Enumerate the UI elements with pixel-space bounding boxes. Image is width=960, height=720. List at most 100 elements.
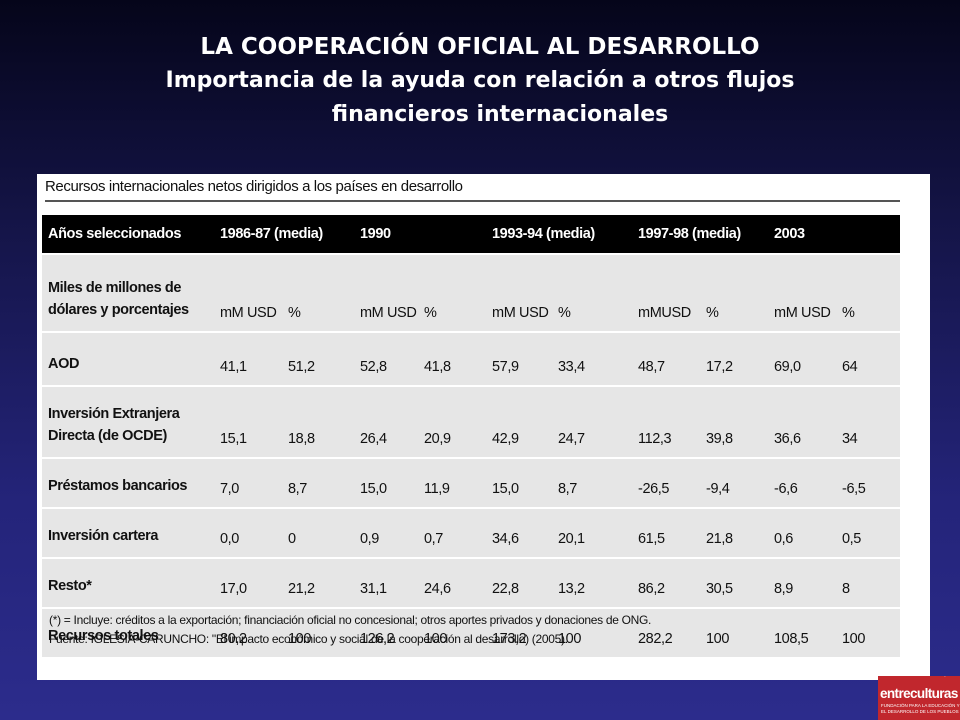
unit-cell: %	[836, 253, 901, 332]
value-cell: 8,7	[552, 457, 633, 508]
header-label: Años seleccionados	[42, 215, 214, 254]
value-cell: 100	[700, 607, 769, 657]
row-label: Inversión cartera	[42, 507, 214, 558]
value-cell: 15,1	[214, 385, 282, 458]
header-period: 1997-98 (media)	[632, 215, 769, 254]
value-cell: 17,2	[700, 331, 769, 386]
unit-cell: mM USD	[354, 253, 418, 332]
logo-tagline: FUNDACIÓN PARA LA EDUCACIÓN Y EL DESARRO…	[881, 703, 960, 714]
unit-cell: mM USD	[214, 253, 282, 332]
value-cell: 100	[282, 607, 354, 657]
unit-cell: %	[418, 253, 487, 332]
value-cell: 20,1	[552, 507, 633, 558]
row-label: Inversión Extranjera Directa (de OCDE)	[42, 385, 214, 458]
table-row: Resto* 17,0 21,2 31,1 24,6 22,8 13,2 86,…	[42, 557, 901, 608]
value-cell: 11,9	[418, 457, 487, 508]
unit-cell: mMUSD	[632, 253, 701, 332]
value-cell: 33,4	[552, 331, 633, 386]
value-cell: 8,9	[768, 557, 837, 608]
row-label: AOD	[42, 331, 214, 386]
resources-table: Años seleccionados 1986-87 (media) 1990 …	[42, 215, 901, 657]
slide-title-line2: Importancia de la ayuda con relación a o…	[165, 68, 795, 93]
header-period: 2003	[768, 215, 901, 254]
value-cell: 0,0	[214, 507, 282, 558]
value-cell: 30,5	[700, 557, 769, 608]
value-cell: 86,2	[632, 557, 701, 608]
value-cell: 48,7	[632, 331, 701, 386]
value-cell: 7,0	[214, 457, 282, 508]
table-row: Recursos totales 80,2 100 126,2 100 173,…	[42, 607, 901, 657]
table-row: Inversión Extranjera Directa (de OCDE) 1…	[42, 385, 901, 458]
value-cell: 34	[836, 385, 901, 458]
value-cell: 64	[836, 331, 901, 386]
value-cell: 31,1	[354, 557, 418, 608]
value-cell: 100	[552, 607, 633, 657]
value-cell: 0,7	[418, 507, 487, 558]
value-cell: 126,2	[354, 607, 418, 657]
value-cell: 21,2	[282, 557, 354, 608]
value-cell: 0,6	[768, 507, 837, 558]
document-heading: Recursos internacionales netos dirigidos…	[45, 178, 900, 202]
value-cell: 57,9	[486, 331, 553, 386]
value-cell: 13,2	[552, 557, 633, 608]
table-row: Préstamos bancarios 7,0 8,7 15,0 11,9 15…	[42, 457, 901, 508]
value-cell: 41,8	[418, 331, 487, 386]
value-cell: 41,1	[214, 331, 282, 386]
source-note: Fuente: IGLESIA-CARUNCHO: "El impacto ec…	[49, 632, 568, 646]
value-cell: 15,0	[486, 457, 553, 508]
value-cell: 0	[282, 507, 354, 558]
table-row: Miles de millones de dólares y porcentaj…	[42, 253, 901, 332]
value-cell: -6,5	[836, 457, 901, 508]
entreculturas-logo: ❤ entreculturas FUNDACIÓN PARA LA EDUCAC…	[878, 676, 960, 720]
unit-cell: mM USD	[768, 253, 837, 332]
value-cell: 100	[836, 607, 901, 657]
value-cell: 42,9	[486, 385, 553, 458]
value-cell: 24,6	[418, 557, 487, 608]
value-cell: 34,6	[486, 507, 553, 558]
value-cell: 21,8	[700, 507, 769, 558]
header-period: 1990	[354, 215, 487, 254]
value-cell: 18,8	[282, 385, 354, 458]
value-cell: 61,5	[632, 507, 701, 558]
unit-cell: %	[700, 253, 769, 332]
table-notes: (*) = Incluye: créditos a la exportación…	[49, 611, 904, 649]
slide-title-line3: financieros internacionales	[331, 102, 669, 127]
value-cell: 15,0	[354, 457, 418, 508]
value-cell: 108,5	[768, 607, 837, 657]
table-row: AOD 41,1 51,2 52,8 41,8 57,9 33,4 48,7 1…	[42, 331, 901, 386]
value-cell: 8,7	[282, 457, 354, 508]
row-label: Recursos totales	[42, 607, 214, 657]
document-image: Recursos internacionales netos dirigidos…	[37, 174, 930, 680]
value-cell: 80,2	[214, 607, 282, 657]
row-label: Resto*	[42, 557, 214, 608]
value-cell: 112,3	[632, 385, 701, 458]
value-cell: 173,2	[486, 607, 553, 657]
value-cell: 100	[418, 607, 487, 657]
value-cell: 282,2	[632, 607, 701, 657]
header-period: 1993-94 (media)	[486, 215, 633, 254]
value-cell: 0,5	[836, 507, 901, 558]
value-cell: 69,0	[768, 331, 837, 386]
value-cell: 39,8	[700, 385, 769, 458]
row-label: Miles de millones de dólares y porcentaj…	[42, 253, 214, 332]
slide-title-line1: LA COOPERACIÓN OFICIAL AL DESARROLLO	[200, 34, 760, 60]
heart-icon: ❤	[936, 676, 954, 682]
header-period: 1986-87 (media)	[214, 215, 354, 254]
value-cell: 52,8	[354, 331, 418, 386]
value-cell: -6,6	[768, 457, 837, 508]
value-cell: 0,9	[354, 507, 418, 558]
table-header-row: Años seleccionados 1986-87 (media) 1990 …	[42, 215, 901, 254]
value-cell: 26,4	[354, 385, 418, 458]
slide-title: LA COOPERACIÓN OFICIAL AL DESARROLLO Imp…	[0, 30, 960, 132]
value-cell: 22,8	[486, 557, 553, 608]
value-cell: -9,4	[700, 457, 769, 508]
unit-cell: mM USD	[486, 253, 553, 332]
value-cell: 36,6	[768, 385, 837, 458]
unit-cell: %	[282, 253, 354, 332]
row-label: Préstamos bancarios	[42, 457, 214, 508]
table-row: Inversión cartera 0,0 0 0,9 0,7 34,6 20,…	[42, 507, 901, 558]
value-cell: 20,9	[418, 385, 487, 458]
unit-cell: %	[552, 253, 633, 332]
value-cell: -26,5	[632, 457, 701, 508]
value-cell: 8	[836, 557, 901, 608]
